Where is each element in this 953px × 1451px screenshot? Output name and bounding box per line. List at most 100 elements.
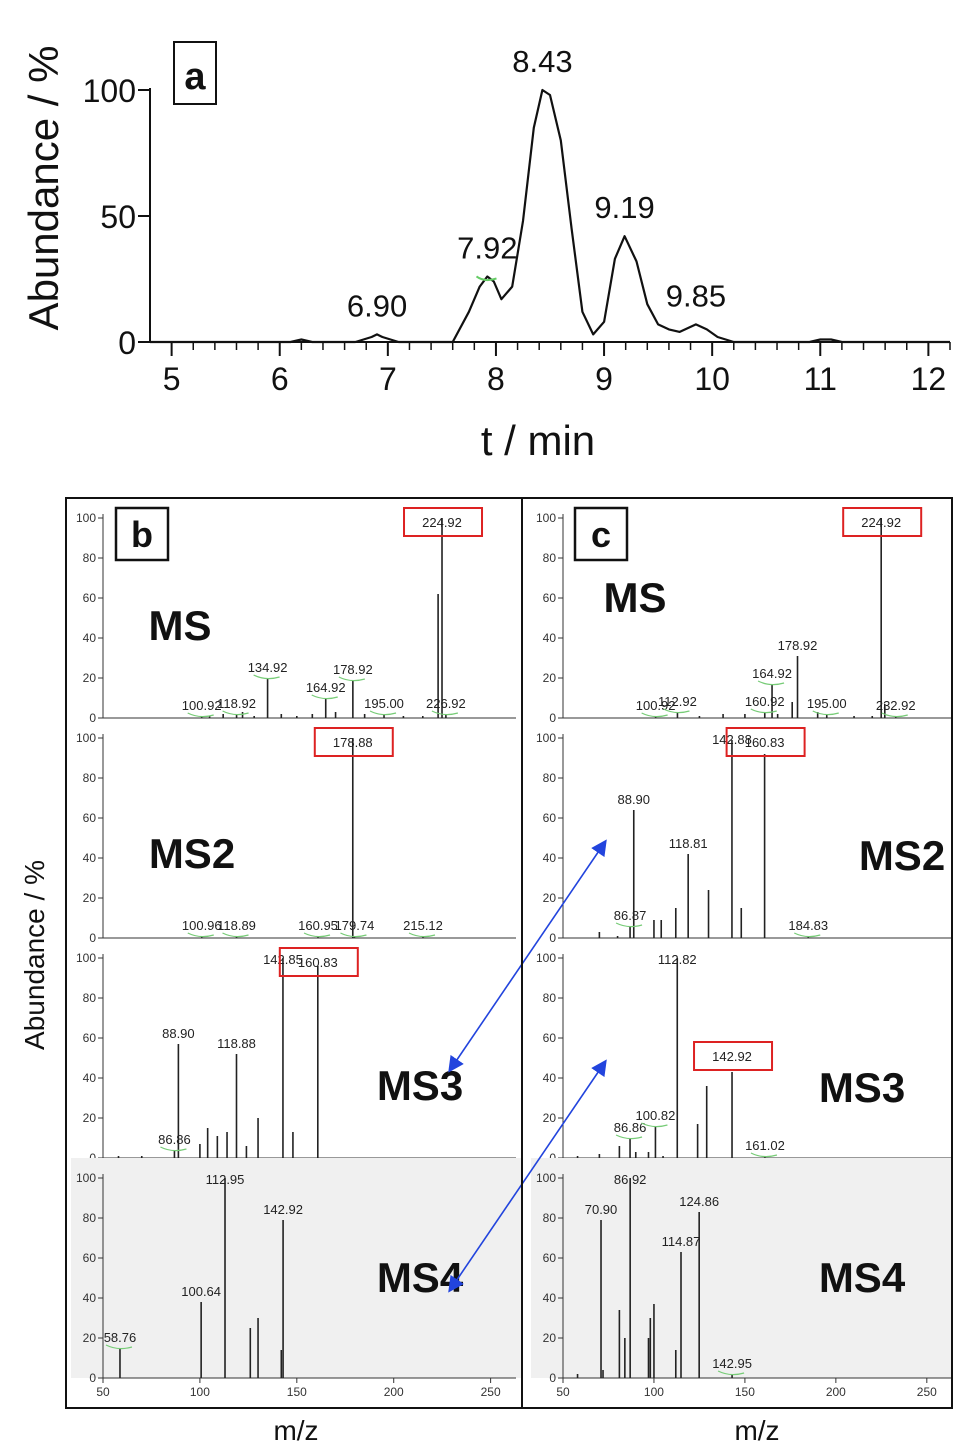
spectrum-peak-label: 178.92 [778,638,818,653]
ms-stage-title: MS2 [859,832,945,879]
chrom-xtick-label: 9 [595,361,613,397]
peak-tag-marker [750,1152,778,1158]
spectrum-peak-label: 70.90 [585,1202,618,1217]
spectrum-ytick-label: 0 [89,1371,96,1385]
spectrum-peak-label: 58.76 [104,1330,137,1345]
ms-stage-title: MS [604,574,667,621]
spectrum-ytick-label: 40 [543,631,557,645]
chrom-xtick-label: 6 [271,361,289,397]
spectrum-ytick-label: 80 [543,1211,557,1225]
chrom-trace [150,88,950,344]
peak-tag-marker [793,932,821,938]
spectrum-peak-label: 88.90 [162,1026,195,1041]
spectrum-peak-label: 195.00 [364,696,404,711]
chrom-xlabel: t / min [481,417,595,464]
peak-tag-marker [757,680,785,686]
spectrum-peak-label: 86.86 [158,1132,191,1147]
spectrum-peak-label: 124.86 [679,1194,719,1209]
precursor-highlight-box [842,507,923,537]
spectrum-peak-label: 100.64 [181,1284,221,1299]
spectrum-peak-label: 100.92 [182,698,222,713]
spectrum-ytick-label: 0 [549,931,556,945]
spectrum-xtick-label: 250 [917,1385,937,1399]
spectrum-peak-label: 161.02 [745,1138,785,1153]
spectrum-ytick-label: 0 [89,711,96,725]
spectrum-ytick-label: 80 [83,551,97,565]
peak-tag-marker [881,712,908,718]
spectrum-peak-label: 142.85 [263,952,303,967]
ms-stage-title: MS2 [149,830,235,877]
peak-tag-marker [615,1134,643,1140]
precursor-label: 142.92 [712,1049,752,1064]
spectrum-peak-label: 114.87 [662,1234,701,1249]
spectrum-peak-label: 112.92 [658,694,697,709]
spectrum-xtick-label: 150 [735,1385,755,1399]
chrom-ylabel: Abundance / % [20,46,67,331]
spectrum-peak-label: 100.82 [636,1108,676,1123]
chrom-trace-line [150,88,950,344]
peak-tag-marker [222,932,249,938]
spectrum-ytick-label: 60 [83,1031,97,1045]
spectrum-c-ms2: 0 20 40 60 80 100 86.87 88.90 118.81 142.88 184.83… [536,727,951,945]
precursor-highlight-box [725,727,806,757]
spectrum-ytick-label: 20 [543,891,557,905]
peak-tag-marker [160,1146,187,1152]
spectrum-ytick-label: 100 [536,731,556,745]
chromatogram-chart: Abundance / % 0 50 100 5 6 7 8 9 10 11 12 6.90 7.92… [20,41,951,464]
precursor-label: 224.92 [422,515,462,530]
spectrum-ytick-label: 60 [543,591,557,605]
spectrum-ytick-label: 20 [83,1331,97,1345]
spectrum-peak-label: 142.95 [712,1356,752,1371]
spectrum-ytick-label: 80 [543,551,557,565]
peak-tag-marker [663,708,690,714]
peak-tag-marker [641,712,668,718]
precursor-highlight-box [693,1041,774,1071]
chrom-peak-label: 6.90 [347,288,407,323]
spectrum-peak-label: 215.12 [403,918,443,933]
spectrum-ytick-label: 100 [76,951,96,965]
spectrum-peak-label: 226.92 [426,696,466,711]
peak-tag-marker [338,676,366,682]
peak-tag-marker [408,932,436,938]
spectrum-xtick-label: 50 [96,1385,110,1399]
spectra-frame [65,497,953,1409]
chrom-xtick-label: 7 [379,361,397,397]
chrom-xtick-label: 5 [163,361,181,397]
spectrum-peak-label: 160.92 [745,694,785,709]
chrom-peak-marker [475,275,497,282]
ms-stage-title: MS3 [819,1064,905,1111]
spectrum-peak-label: 195.00 [807,696,847,711]
chrom-xtick-label: 11 [804,361,837,397]
spectrum-c-ms4: 0 20 40 60 80 100 70.90 86.92 114.87 124.86 142.95… [531,1158,952,1399]
spectrum-peak-label: 184.83 [788,918,828,933]
panel-a-label: a [184,56,206,98]
ms-stage-title: MS4 [377,1254,464,1301]
spectrum-ytick-label: 100 [76,511,96,525]
spectrum-ytick-label: 20 [543,1111,557,1125]
chrom-peak-labels: 6.90 7.92 8.43 9.19 9.85 [347,44,726,323]
spectrum-ytick-label: 40 [543,1291,557,1305]
spectrum-xtick-label: 200 [384,1385,404,1399]
transition-arrows [448,839,607,1293]
spectrum-xtick-label: 250 [481,1385,501,1399]
spectrum-peak-label: 232.92 [876,698,916,713]
chrom-peak-label: 7.92 [457,230,517,265]
spectrum-peak-label: 118.88 [217,1036,256,1051]
spectrum-ytick-label: 100 [76,1171,96,1185]
spectrum-ytick-label: 20 [83,891,97,905]
spectrum-ytick-label: 40 [83,1071,97,1085]
spectrum-xtick-label: 50 [556,1385,570,1399]
spectrum-peak-label: 118.81 [669,836,708,851]
spectrum-peak-label: 179.74 [335,918,375,933]
spectrum-peak-label: 134.92 [248,660,288,675]
spectrum-ytick-label: 100 [76,731,96,745]
chrom-ytick-label: 0 [118,325,136,361]
peak-tag-marker [303,932,331,938]
spectrum-peak-label: 100.92 [636,698,676,713]
spectrum-peak-label: 86.86 [614,1120,647,1135]
spectrum-ytick-label: 100 [536,511,556,525]
precursor-label: 178.88 [333,735,373,750]
